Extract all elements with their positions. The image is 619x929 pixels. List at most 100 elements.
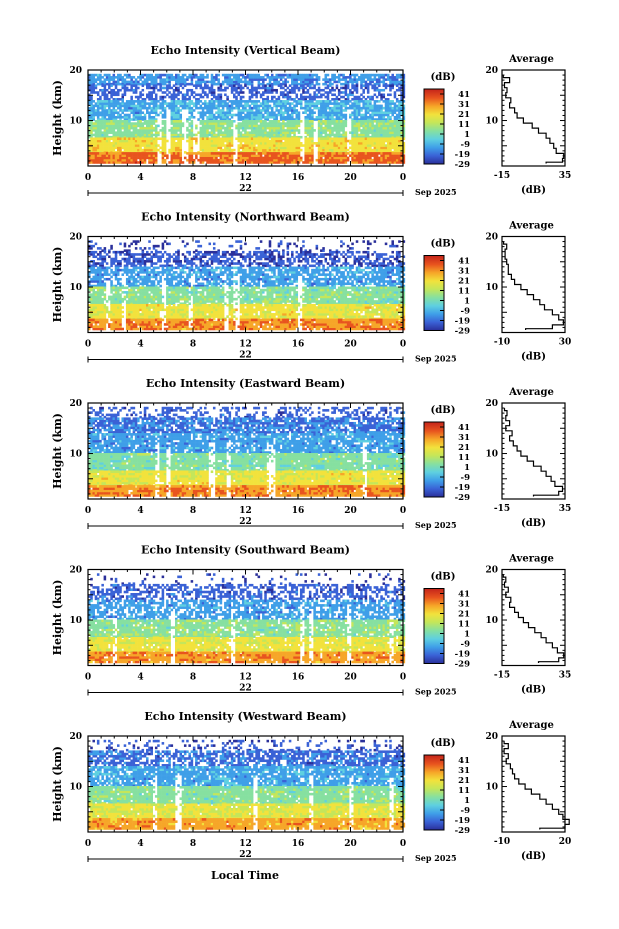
heatmap-cell	[291, 146, 294, 150]
heatmap-cell	[92, 244, 95, 248]
heatmap-cell	[101, 158, 104, 162]
heatmap-cell	[297, 156, 301, 160]
heatmap-cell	[400, 120, 403, 123]
heatmap-cells	[88, 73, 406, 164]
heatmap-cell	[226, 152, 229, 155]
heatmap-cell	[380, 135, 383, 139]
heatmap-cell	[400, 86, 403, 90]
heatmap-cell	[279, 133, 283, 137]
heatmap-cell	[291, 115, 294, 119]
heatmap-cell	[351, 158, 354, 162]
heatmap-cell	[241, 156, 245, 160]
heatmap-cell	[244, 144, 247, 147]
heatmap-cell	[391, 80, 394, 84]
heatmap-cell	[143, 264, 147, 268]
heatmap-cell	[183, 82, 187, 86]
heatmap-cell	[378, 152, 381, 155]
heatmap-cell	[230, 80, 234, 84]
heatmap-cell	[355, 84, 359, 87]
heatmap-cell	[241, 124, 245, 128]
heatmap-cell	[188, 133, 191, 137]
heatmap-cell	[143, 158, 147, 162]
heatmap-cell	[99, 158, 102, 162]
heatmap-cell	[192, 133, 196, 137]
heatmap-cell	[221, 142, 225, 145]
heatmap-cell	[96, 73, 100, 77]
heatmap-cell	[297, 78, 301, 81]
heatmap-cell	[119, 109, 122, 112]
heatmap-cell	[170, 131, 174, 134]
heatmap-cell	[112, 88, 116, 92]
heatmap-cell	[257, 84, 261, 87]
heatmap-cell	[264, 84, 267, 87]
heatmap-cell	[228, 156, 232, 160]
heatmap-cell	[159, 102, 162, 105]
heatmap-cell	[264, 133, 267, 137]
heatmap-cell	[215, 158, 218, 162]
heatmap-cell	[121, 135, 124, 139]
heatmap-cell	[400, 95, 403, 99]
heatmap-cell	[239, 73, 243, 77]
heatmap-cell	[340, 129, 343, 132]
heatmap-cell	[163, 126, 167, 130]
heatmap-cell	[386, 98, 390, 101]
heatmap-cell	[333, 102, 336, 105]
heatmap-cell	[355, 131, 359, 134]
heatmap-cell	[108, 98, 111, 101]
heatmap-cell	[241, 144, 245, 147]
heatmap-cell	[268, 264, 272, 268]
heatmap-cell	[112, 91, 116, 94]
heatmap-cell	[308, 146, 312, 150]
heatmap-cell	[340, 102, 343, 105]
heatmap-cell	[146, 120, 149, 123]
heatmap-cell	[304, 111, 307, 114]
heatmap-cell	[317, 137, 321, 141]
heatmap-cell	[284, 161, 287, 164]
heatmap-cell	[108, 158, 111, 162]
heatmap-cell	[402, 84, 406, 87]
heatmap-cell	[217, 111, 220, 114]
heatmap-cell	[94, 264, 98, 268]
heatmap-cell	[398, 82, 401, 86]
heatmap-cell	[224, 115, 227, 119]
heatmap-cell	[295, 154, 299, 157]
heatmap-cell	[237, 80, 241, 84]
heatmap-cell	[170, 86, 174, 90]
heatmap-cell	[389, 104, 392, 108]
heatmap-cell	[315, 78, 319, 81]
heatmap-cell	[233, 84, 236, 87]
heatmap-cell	[270, 98, 274, 101]
heatmap-cell	[201, 131, 205, 134]
heatmap-cell	[380, 120, 383, 123]
heatmap-cell	[264, 102, 267, 105]
heatmap-cell	[96, 118, 100, 121]
heatmap-cell	[161, 247, 165, 250]
heatmap-cell	[255, 137, 258, 141]
heatmap-cell	[320, 124, 323, 128]
heatmap-cell	[103, 156, 107, 160]
heatmap-cell	[333, 106, 336, 110]
heatmap-cell	[369, 73, 372, 77]
heatmap-cell	[230, 115, 234, 119]
heatmap-cell	[335, 104, 339, 108]
heatmap-cell	[233, 95, 236, 99]
heatmap-cell	[273, 154, 276, 157]
heatmap-cell	[364, 148, 368, 152]
heatmap-cell	[308, 142, 312, 145]
heatmap-cell	[382, 106, 386, 110]
heatmap-cell	[99, 102, 102, 105]
heatmap-cell	[255, 88, 258, 92]
heatmap-cell	[369, 139, 372, 143]
heatmap-cell	[386, 154, 390, 157]
heatmap-cell	[219, 111, 223, 114]
heatmap-cell	[132, 158, 136, 162]
heatmap-cell	[284, 152, 287, 155]
heatmap-cell	[139, 111, 142, 114]
heatmap-cell	[382, 73, 386, 77]
heatmap-cell	[179, 139, 183, 143]
heatmap-cell	[317, 82, 321, 86]
heatmap-cell	[134, 133, 138, 137]
heatmap-cell	[108, 139, 111, 143]
heatmap-cell	[342, 126, 345, 130]
heatmap-cell	[121, 78, 124, 81]
